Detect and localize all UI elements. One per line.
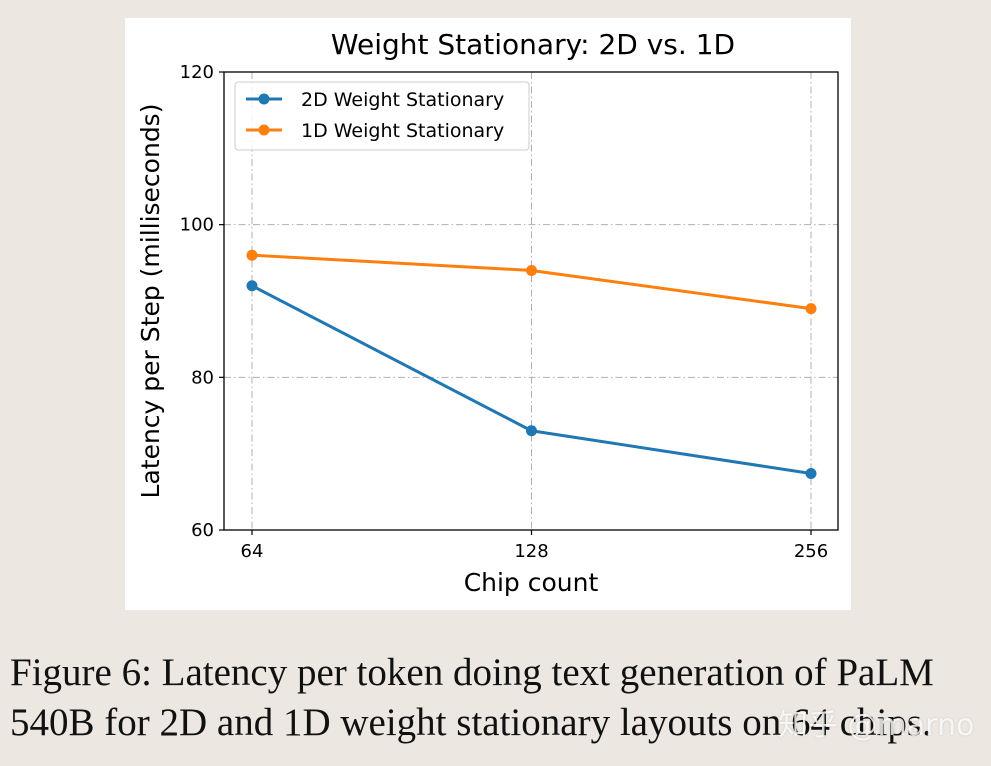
y-tick-label: 120 [180, 62, 214, 83]
data-point [526, 264, 537, 276]
data-point [805, 468, 817, 480]
data-point [246, 280, 258, 292]
y-tick-label: 100 [180, 215, 214, 236]
x-axis-label: Chip count [464, 568, 599, 597]
x-tick-label: 128 [514, 541, 548, 562]
data-point [526, 425, 537, 437]
y-tick-label: 80 [191, 367, 214, 388]
legend-swatch-marker [258, 93, 270, 105]
data-point [246, 249, 258, 261]
x-tick-label: 256 [794, 541, 828, 562]
watermark-text: 知乎 @marno [778, 708, 975, 743]
axis-ticks: 60 80 100 120 64 128 256 [180, 62, 829, 562]
figure-panel: Weight Stationary: 2D vs. 1D Chip count … [125, 18, 851, 610]
y-tick-label: 60 [191, 520, 214, 541]
legend: 2D Weight Stationary 1D Weight Stationary [234, 81, 530, 151]
legend-label: 2D Weight Stationary [301, 89, 504, 111]
figure-caption: Figure 6: Latency per token doing text g… [10, 651, 944, 744]
legend-swatch-marker [258, 124, 270, 136]
legend-box [234, 81, 530, 151]
latency-chart: Weight Stationary: 2D vs. 1D Chip count … [136, 28, 839, 597]
chart-title: Weight Stationary: 2D vs. 1D [331, 28, 735, 61]
legend-label: 1D Weight Stationary [301, 120, 504, 142]
y-axis-label: Latency per Step (milliseconds) [136, 104, 165, 499]
data-point [805, 303, 817, 315]
series-lines [246, 249, 817, 480]
x-tick-label: 64 [241, 541, 264, 562]
